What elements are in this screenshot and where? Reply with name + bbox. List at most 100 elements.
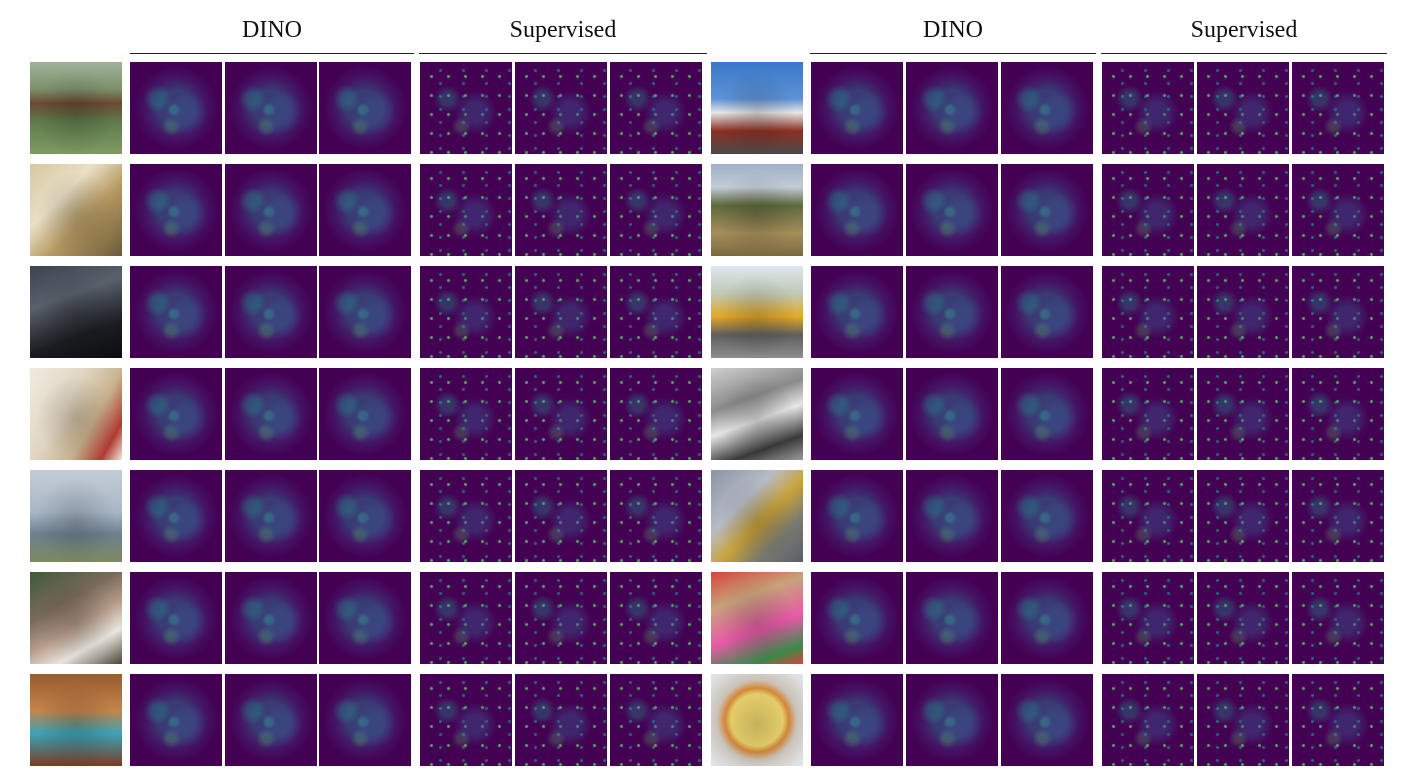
header-rule [419,53,707,54]
dino-attention-map-left-r2-h2 [225,164,317,256]
dino-attention-map-left-r4-h1 [130,368,222,460]
dino-attention-map-right-r7-h1 [811,674,903,766]
supervised-attention-map-right-r7-h3 [1292,674,1384,766]
dino-attention-map-right-r4-h3 [1001,368,1093,460]
supervised-attention-map-right-r2-h1 [1102,164,1194,256]
supervised-attention-map-left-r5-h3 [610,470,702,562]
bathroom-photo [30,164,122,256]
suitcase-photo [30,674,122,766]
dino-attention-map-left-r4-h2 [225,368,317,460]
dino-attention-map-right-r3-h1 [811,266,903,358]
header-rule [130,53,414,54]
supervised-attention-map-left-r5-h1 [420,470,512,562]
dino-attention-map-left-r1-h1 [130,62,222,154]
supervised-attention-map-right-r1-h3 [1292,62,1384,154]
dino-attention-map-left-r5-h2 [225,470,317,562]
header-dino-right: DINO [810,14,1096,54]
dino-attention-map-right-r7-h3 [1001,674,1093,766]
supervised-attention-map-left-r2-h2 [515,164,607,256]
supervised-attention-map-right-r2-h2 [1197,164,1289,256]
supervised-attention-map-right-r3-h3 [1292,266,1384,358]
supervised-attention-map-right-r7-h2 [1197,674,1289,766]
supervised-attention-map-left-r6-h1 [420,572,512,664]
sheep-photo [711,368,803,460]
zebras-photo [711,164,803,256]
teddy-bears-photo [711,572,803,664]
header-label: DINO [242,17,302,43]
supervised-attention-map-left-r7-h2 [515,674,607,766]
supervised-attention-map-left-r4-h2 [515,368,607,460]
supervised-attention-map-right-r3-h1 [1102,266,1194,358]
street-hydrant-photo [711,470,803,562]
dino-attention-map-left-r6-h1 [130,572,222,664]
supervised-attention-map-right-r6-h2 [1197,572,1289,664]
dino-attention-map-right-r2-h3 [1001,164,1093,256]
dino-attention-map-right-r1-h2 [906,62,998,154]
supervised-attention-map-left-r1-h3 [610,62,702,154]
dino-attention-map-right-r4-h2 [906,368,998,460]
supervised-attention-map-right-r5-h1 [1102,470,1194,562]
dino-attention-map-right-r6-h3 [1001,572,1093,664]
supervised-attention-map-right-r4-h1 [1102,368,1194,460]
header-dino-left: DINO [130,14,414,54]
supervised-attention-map-right-r5-h3 [1292,470,1384,562]
school-bus-photo [711,266,803,358]
dino-attention-map-left-r7-h1 [130,674,222,766]
dino-attention-map-left-r7-h3 [319,674,411,766]
supervised-attention-map-left-r1-h2 [515,62,607,154]
airplane-photo [30,470,122,562]
supervised-attention-map-right-r4-h3 [1292,368,1384,460]
header-label: DINO [923,17,983,43]
supervised-attention-map-left-r6-h2 [515,572,607,664]
dino-attention-map-right-r3-h2 [906,266,998,358]
supervised-attention-map-right-r7-h1 [1102,674,1194,766]
header-rule [810,53,1096,54]
dino-attention-map-right-r2-h2 [906,164,998,256]
dino-attention-map-left-r1-h2 [225,62,317,154]
dino-attention-map-right-r7-h2 [906,674,998,766]
header-rule [1101,53,1387,54]
dino-attention-map-right-r5-h1 [811,470,903,562]
dino-attention-map-right-r1-h1 [811,62,903,154]
cows-photo [30,62,122,154]
supervised-attention-map-right-r1-h2 [1197,62,1289,154]
dino-attention-map-left-r6-h2 [225,572,317,664]
dinner-table-photo [30,572,122,664]
supervised-attention-map-left-r3-h3 [610,266,702,358]
supervised-attention-map-left-r7-h3 [610,674,702,766]
supervised-attention-map-right-r6-h3 [1292,572,1384,664]
dino-attention-map-left-r3-h3 [319,266,411,358]
header-supervised-left: Supervised [419,14,707,54]
dino-attention-map-left-r2-h3 [319,164,411,256]
dino-attention-map-right-r5-h2 [906,470,998,562]
supervised-attention-map-left-r4-h3 [610,368,702,460]
dino-attention-map-left-r4-h3 [319,368,411,460]
supervised-attention-map-right-r2-h3 [1292,164,1384,256]
supervised-attention-map-left-r3-h1 [420,266,512,358]
supervised-attention-map-right-r1-h1 [1102,62,1194,154]
supervised-attention-map-left-r5-h2 [515,470,607,562]
supervised-attention-map-right-r4-h2 [1197,368,1289,460]
dino-attention-map-right-r6-h2 [906,572,998,664]
supervised-attention-map-right-r3-h2 [1197,266,1289,358]
dino-attention-map-right-r3-h3 [1001,266,1093,358]
supervised-attention-map-left-r2-h3 [610,164,702,256]
dino-attention-map-left-r3-h1 [130,266,222,358]
dino-attention-map-left-r3-h2 [225,266,317,358]
dino-attention-map-left-r5-h3 [319,470,411,562]
dino-attention-map-left-r6-h3 [319,572,411,664]
dino-attention-map-right-r2-h1 [811,164,903,256]
supervised-attention-map-right-r6-h1 [1102,572,1194,664]
dino-attention-map-left-r2-h1 [130,164,222,256]
dino-attention-map-right-r1-h3 [1001,62,1093,154]
supervised-attention-map-left-r1-h1 [420,62,512,154]
supervised-attention-map-left-r6-h3 [610,572,702,664]
dino-attention-map-left-r5-h1 [130,470,222,562]
living-room-photo [30,368,122,460]
cat-on-car-photo [30,266,122,358]
supervised-attention-map-left-r3-h2 [515,266,607,358]
dino-attention-map-left-r7-h2 [225,674,317,766]
pizza-photo [711,674,803,766]
supervised-attention-map-left-r7-h1 [420,674,512,766]
